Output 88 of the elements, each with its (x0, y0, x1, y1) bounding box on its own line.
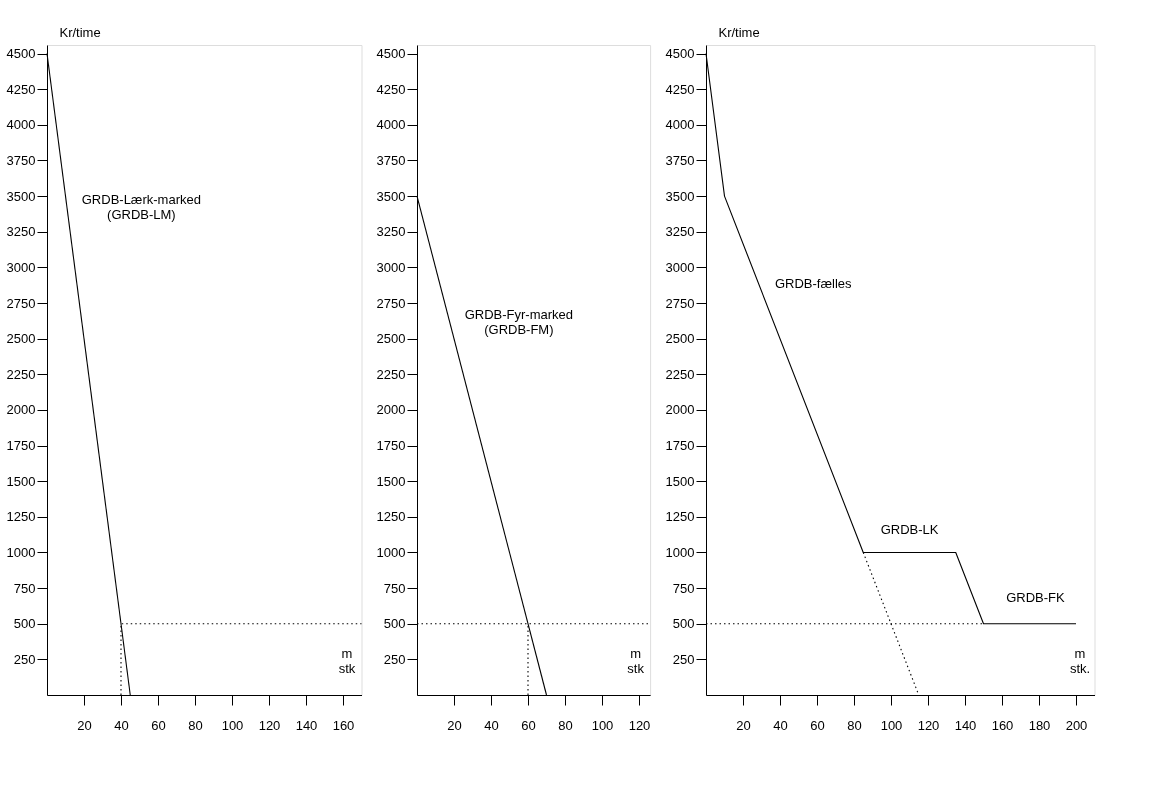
y-tick-label: 1250 (665, 509, 695, 525)
y-tick-label: 4000 (665, 117, 695, 133)
y-tick-label: 250 (13, 651, 36, 667)
y-tick-label: 1500 (665, 473, 695, 489)
y-tick-label: 4500 (665, 46, 695, 62)
x-tick-label: 160 (991, 717, 1014, 733)
x-tick-label: 80 (847, 717, 862, 733)
y-tick-label: 1750 (6, 438, 36, 454)
y-tick-label: 1000 (665, 544, 695, 560)
y-tick-label: 3500 (665, 188, 695, 204)
x-tick-label: 20 (77, 717, 92, 733)
y-tick-label: 3000 (376, 259, 406, 275)
y-tick-label: 3250 (376, 224, 406, 240)
annotation: GRDB-fælles (774, 275, 852, 291)
x-tick-label: 100 (591, 717, 614, 733)
y-tick-label: 3750 (665, 152, 695, 168)
y-tick-label: 750 (672, 580, 695, 596)
annotation: GRDB-LK (880, 521, 939, 537)
y-axis-title: Kr/time (59, 24, 101, 40)
y-tick-label: 2750 (376, 295, 406, 311)
y-tick-label: 500 (13, 616, 36, 632)
x-tick-label: 160 (332, 717, 355, 733)
y-tick-label: 4250 (376, 81, 406, 97)
y-tick-label: 2500 (376, 331, 406, 347)
y-tick-label: 2750 (6, 295, 36, 311)
x-tick-label: 60 (521, 717, 536, 733)
x-tick-label: 140 (295, 717, 318, 733)
y-tick-label: 4500 (376, 46, 406, 62)
y-tick-label: 2500 (665, 331, 695, 347)
annotation: GRDB-Fyr-marked (GRDB-FM) (464, 307, 574, 338)
x-tick-label: 100 (880, 717, 903, 733)
y-tick-label: 500 (383, 616, 406, 632)
x-tick-label: 140 (954, 717, 977, 733)
annotation: GRDB-Lærk-marked (GRDB-LM) (81, 192, 201, 223)
y-tick-label: 3500 (6, 188, 36, 204)
y-tick-label: 2000 (665, 402, 695, 418)
x-tick-label: 40 (773, 717, 788, 733)
x-tick-label: 120 (917, 717, 940, 733)
y-tick-label: 1000 (376, 544, 406, 560)
y-tick-label: 1750 (665, 438, 695, 454)
y-tick-label: 2250 (6, 366, 36, 382)
annotation: GRDB-FK (1006, 590, 1066, 606)
x-tick-label: 40 (484, 717, 499, 733)
y-tick-label: 2500 (6, 331, 36, 347)
x-axis-title: m stk (627, 645, 645, 676)
x-tick-label: 60 (810, 717, 825, 733)
y-tick-label: 3750 (6, 152, 36, 168)
y-tick-label: 4000 (376, 117, 406, 133)
y-tick-label: 250 (672, 651, 695, 667)
x-tick-label: 80 (558, 717, 573, 733)
y-tick-label: 4000 (6, 117, 36, 133)
x-tick-label: 20 (736, 717, 751, 733)
y-tick-label: 3750 (376, 152, 406, 168)
y-tick-label: 2000 (376, 402, 406, 418)
x-axis-title: m stk (338, 645, 356, 676)
x-tick-label: 100 (221, 717, 244, 733)
y-tick-label: 2250 (665, 366, 695, 382)
y-tick-label: 3500 (376, 188, 406, 204)
y-tick-label: 1000 (6, 544, 36, 560)
y-tick-label: 3250 (6, 224, 36, 240)
y-tick-label: 2000 (6, 402, 36, 418)
y-tick-label: 1250 (376, 509, 406, 525)
x-tick-label: 60 (151, 717, 166, 733)
y-tick-label: 1750 (376, 438, 406, 454)
x-tick-label: 40 (114, 717, 129, 733)
y-tick-label: 250 (383, 651, 406, 667)
x-tick-label: 120 (628, 717, 651, 733)
y-tick-label: 1500 (376, 473, 406, 489)
x-tick-label: 200 (1065, 717, 1088, 733)
y-tick-label: 750 (383, 580, 406, 596)
y-tick-label: 4250 (665, 81, 695, 97)
x-tick-label: 120 (258, 717, 281, 733)
x-tick-label: 80 (188, 717, 203, 733)
y-tick-label: 4500 (6, 46, 36, 62)
y-axis-title: Kr/time (718, 24, 760, 40)
y-tick-label: 3000 (665, 259, 695, 275)
y-tick-label: 2750 (665, 295, 695, 311)
y-tick-label: 500 (672, 616, 695, 632)
y-tick-label: 1500 (6, 473, 36, 489)
y-tick-label: 1250 (6, 509, 36, 525)
y-tick-label: 2250 (376, 366, 406, 382)
y-tick-label: 750 (13, 580, 36, 596)
y-tick-label: 3000 (6, 259, 36, 275)
x-tick-label: 180 (1028, 717, 1051, 733)
y-tick-label: 4250 (6, 81, 36, 97)
x-axis-title: m stk. (1069, 645, 1091, 676)
y-tick-label: 3250 (665, 224, 695, 240)
x-tick-label: 20 (447, 717, 462, 733)
